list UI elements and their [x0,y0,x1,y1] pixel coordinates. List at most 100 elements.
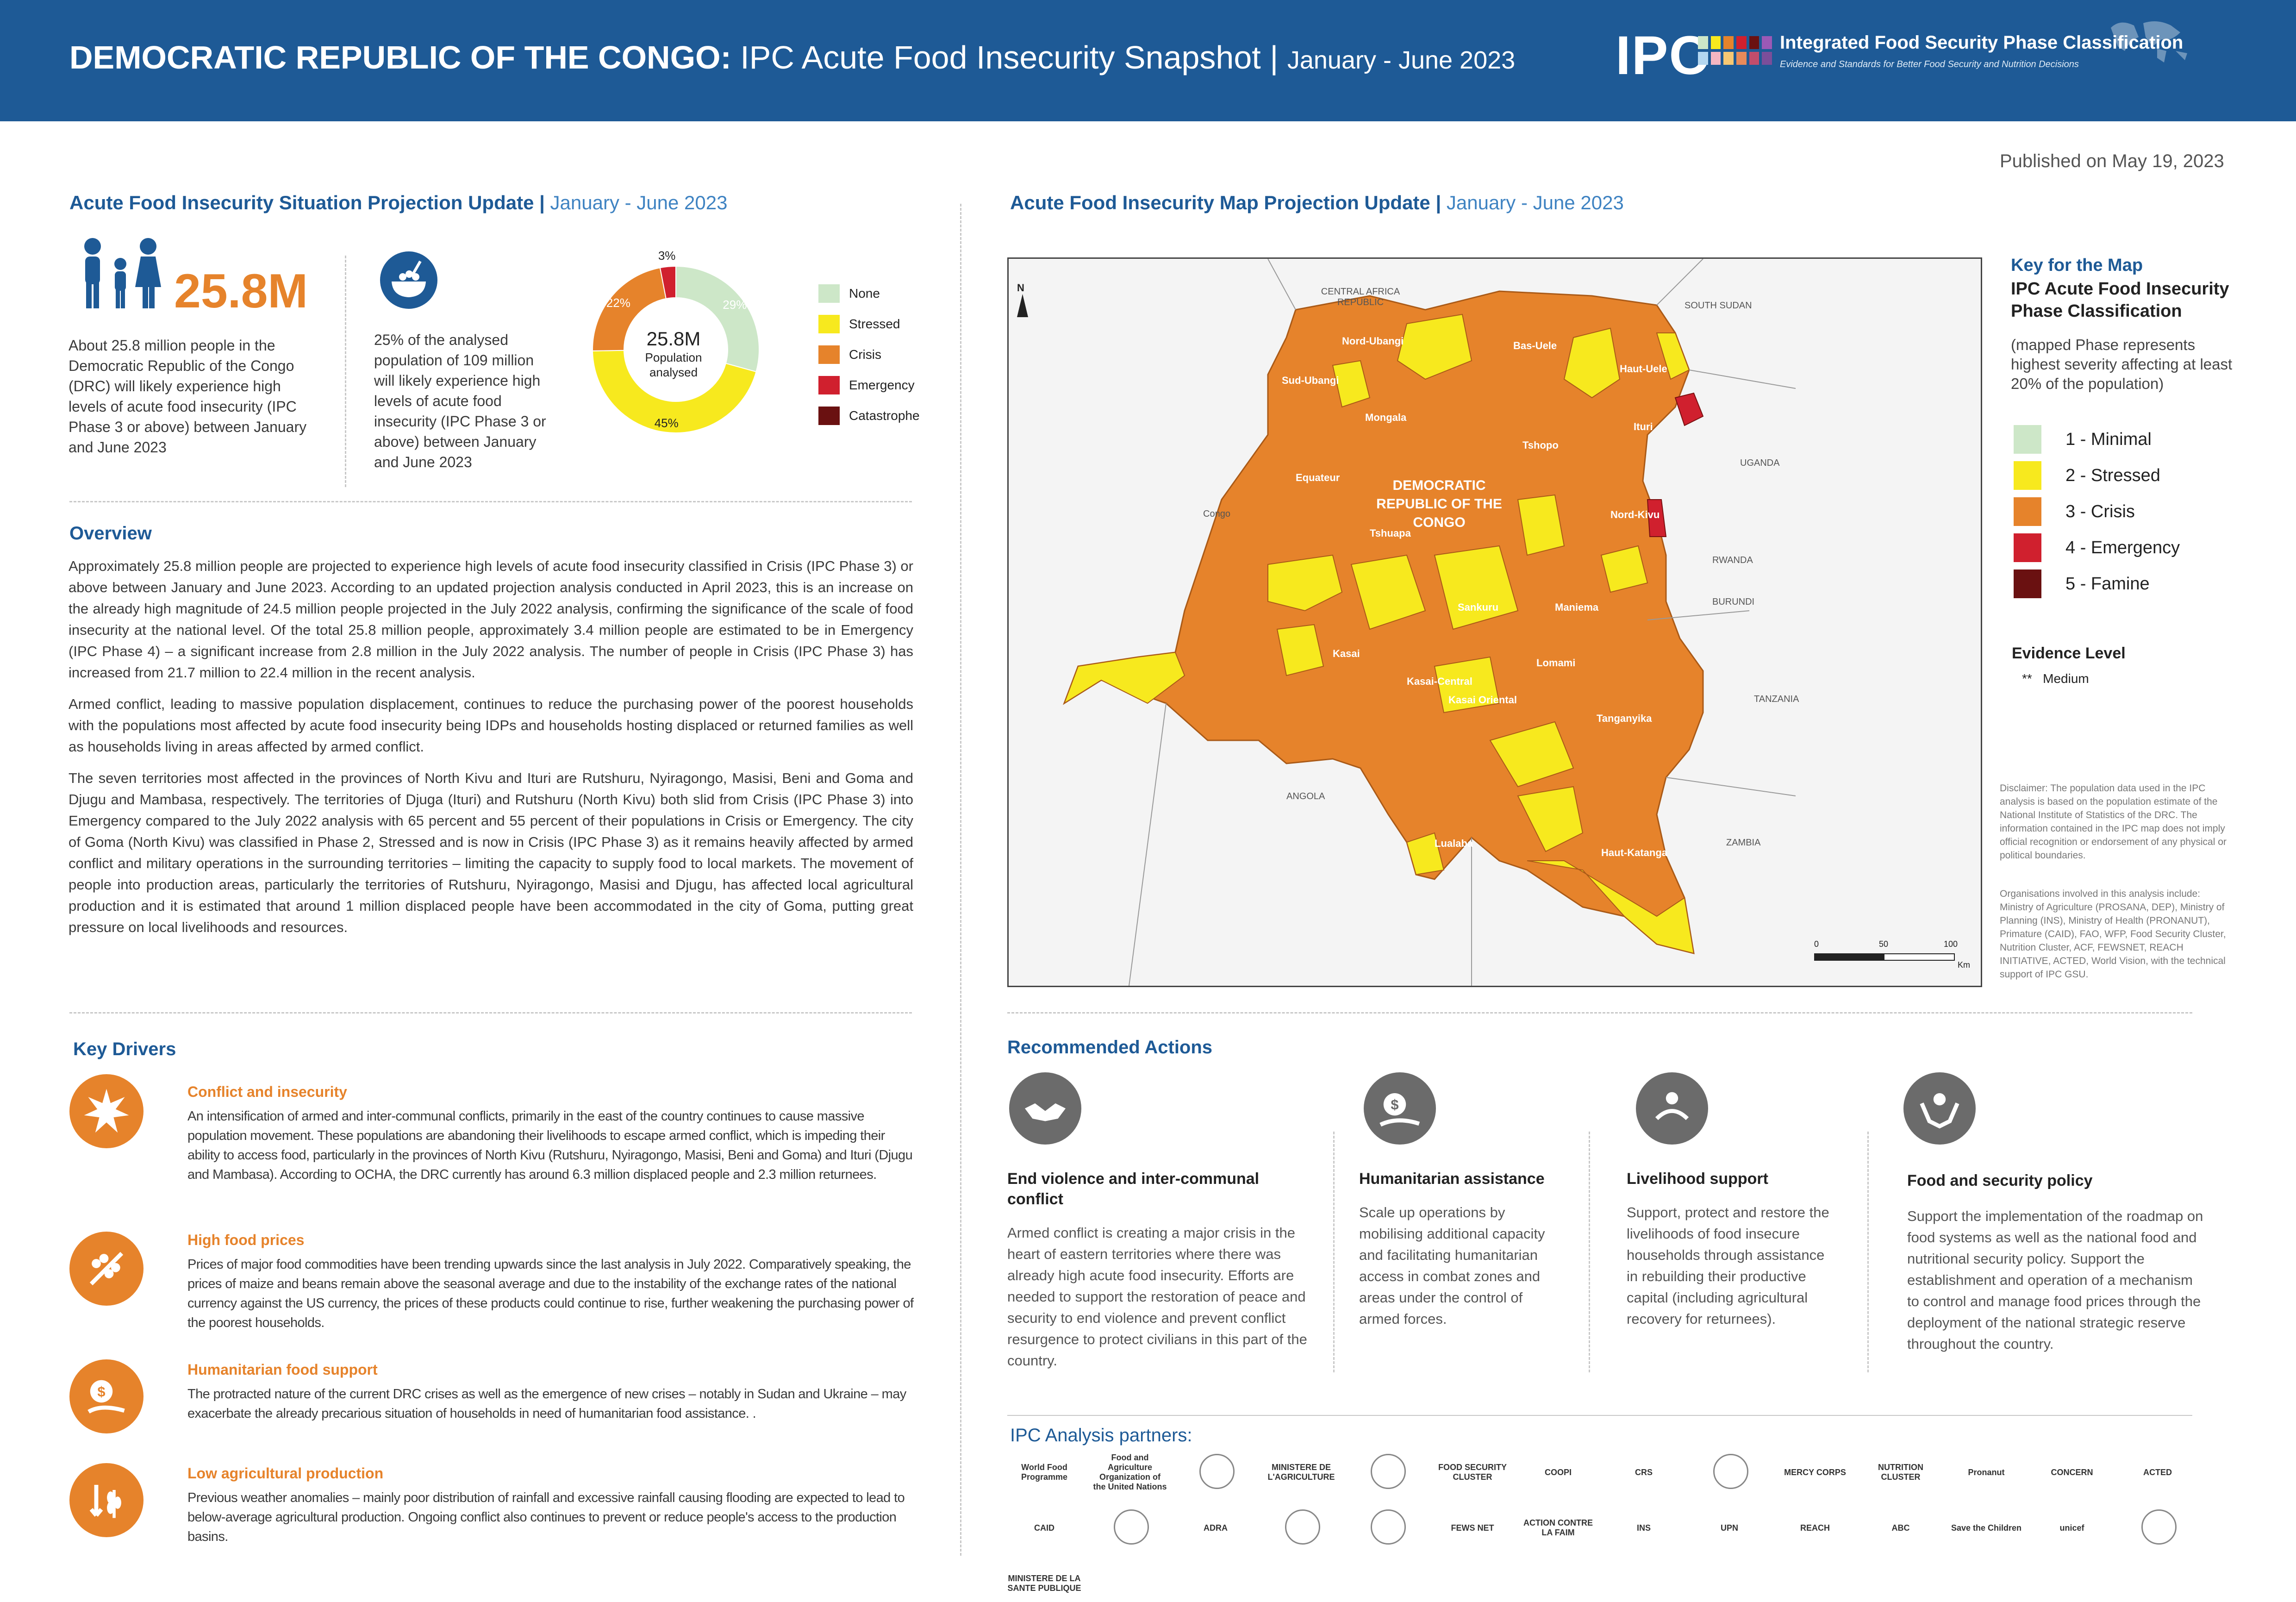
donut-center-label: Population analysed [645,350,702,379]
partner-logo: MERCY CORPS [1784,1467,1846,1477]
big-number: 25.8M [174,264,308,318]
partner-logo: ABC [1891,1523,1910,1533]
svg-text:$: $ [1391,1096,1398,1113]
province-label: Equateur [1296,472,1340,483]
driver-text: The protracted nature of the current DRC… [187,1387,906,1421]
partner-logo: CAID [1034,1523,1054,1533]
food-bowl-icon [380,251,437,309]
overview-paragraph: Armed conflict, leading to massive popul… [69,696,913,755]
key-swatch [2014,497,2041,526]
title-dates: January - June 2023 [1287,46,1516,74]
partner-logo [1114,1509,1149,1545]
legend-item: Stressed [818,315,920,333]
donut-slice-emergency [659,265,676,300]
partner-logos: World Food Programme Food and Agriculture… [1007,1453,2211,1593]
partner-logo: ACTED [2143,1467,2172,1477]
divider [960,204,961,1556]
donut-slice-crisis [592,267,667,351]
legend-item: Catastrophe [818,407,920,425]
evidence-value: Medium [2043,671,2089,686]
evidence-stars: ** [2022,671,2032,686]
province-label: Haut-Uele [1620,363,1667,375]
key-swatch [2014,425,2041,454]
partner-logo: CRS [1635,1467,1653,1477]
ipc-logo: IPC [1616,25,1710,86]
scale-label: 0 [1814,939,1819,949]
partner-logo: FEWS NET [1451,1523,1494,1533]
key-swatch [2014,569,2041,598]
situation-title: Acute Food Insecurity Situation Projecti… [69,192,728,213]
legend-swatch [818,407,840,425]
donut-center-number: 25.8M [646,328,701,350]
key-swatch [2014,461,2041,490]
map-title-text: Acute Food Insecurity Map Projection Upd… [1010,192,1430,213]
divider [1867,1132,1869,1372]
neighbour-label: RWANDA [1712,555,1753,565]
province-label: Bas-Uele [1513,340,1557,351]
donut-label-crisis: 22% [606,296,630,310]
key-label: 3 - Crisis [2065,501,2135,521]
ipc-full-name: Integrated Food Security Phase Classific… [1780,32,2184,53]
partner-logo: MINISTERE DE L'AGRICULTURE [1267,1463,1335,1482]
neighbour-label: ZAMBIA [1726,838,1761,848]
humanitarian-aid-icon: $ [1364,1072,1436,1145]
key-item: 4 - Emergency [2014,533,2180,562]
overview-paragraph: The seven territories most affected in t… [69,770,913,935]
province-label: Sankuru [1458,601,1499,613]
key-subtitle: IPC Acute Food Insecurity Phase Classifi… [2011,279,2229,321]
map-key-legend: 1 - Minimal 2 - Stressed 3 - Crisis 4 - … [2014,425,2180,598]
title-country: DEMOCRATIC REPUBLIC OF THE CONGO: [69,39,731,75]
driver-text: An intensification of armed and inter-co… [187,1109,913,1182]
legend-swatch [818,345,840,364]
legend-label: Emergency [849,378,915,392]
evidence-level: ** Medium [2022,671,2089,686]
title-snapshot: IPC Acute Food Insecurity Snapshot [740,39,1261,75]
partner-logo: World Food Programme [1021,1463,1068,1482]
map-country-label: DEMOCRATIC REPUBLIC OF THE CONGO [1376,478,1502,530]
neighbour-label: CENTRAL AFRICA REPUBLIC [1321,287,1400,307]
divider [1333,1132,1335,1372]
explosion-icon [69,1074,144,1148]
province-label: Lualaba [1435,838,1473,849]
legend-label: Stressed [849,317,900,331]
province-label: Sud-Ubangi [1282,375,1339,386]
partners-title: IPC Analysis partners: [1010,1425,1192,1446]
driver-text: Prices of major food commodities have be… [187,1257,914,1330]
key-item: 2 - Stressed [2014,461,2180,490]
family-icon [84,238,161,308]
action-title: Humanitarian assistance [1359,1170,1545,1188]
donut-center: 25.8M Population analysed [623,328,724,380]
divider [1589,1132,1590,1372]
legend-label: Catastrophe [849,408,920,423]
driver-text: Previous weather anomalies – mainly poor… [187,1490,905,1544]
situation-title-text: Acute Food Insecurity Situation Projecti… [69,192,534,213]
partner-logo [1713,1454,1748,1489]
partner-logo: unicef [2059,1523,2084,1533]
map-title: Acute Food Insecurity Map Projection Upd… [1010,192,1624,213]
disclaimer: Disclaimer: The population data used in … [2000,783,2227,861]
key-swatch [2014,533,2041,562]
province-label: Kasai [1333,648,1360,659]
policy-hands-icon [1903,1072,1976,1145]
partner-logo: INS [1636,1523,1651,1533]
province-label: Tshopo [1522,439,1559,451]
action-text: Scale up operations by mobilising additi… [1359,1204,1545,1327]
province-label: Maniema [1555,601,1599,613]
province-label: Ituri [1634,421,1653,432]
province-label: Nord-Ubangi [1342,335,1404,347]
legend-swatch [818,315,840,333]
published-date: Published on May 19, 2023 [2000,151,2224,171]
divider [345,256,346,487]
legend-item: Crisis [818,345,920,364]
scale-label: 50 [1879,939,1889,949]
partner-logo: NUTRITION CLUSTER [1878,1463,1923,1482]
partner-logo: Save the Children [1951,1523,2022,1533]
legend-item: None [818,284,920,303]
action-text: Support the implementation of the roadma… [1907,1208,2203,1352]
food-insecurity-map: N CENTRAL AFRICA REPUBLIC SOUTH SUDAN UG… [1007,257,1982,987]
donut-label-stressed: 45% [655,416,679,430]
partner-logo: ADRA [1204,1523,1228,1533]
key-label: 2 - Stressed [2065,465,2160,485]
overview-title: Overview [69,523,152,544]
handshake-icon [1009,1072,1081,1145]
